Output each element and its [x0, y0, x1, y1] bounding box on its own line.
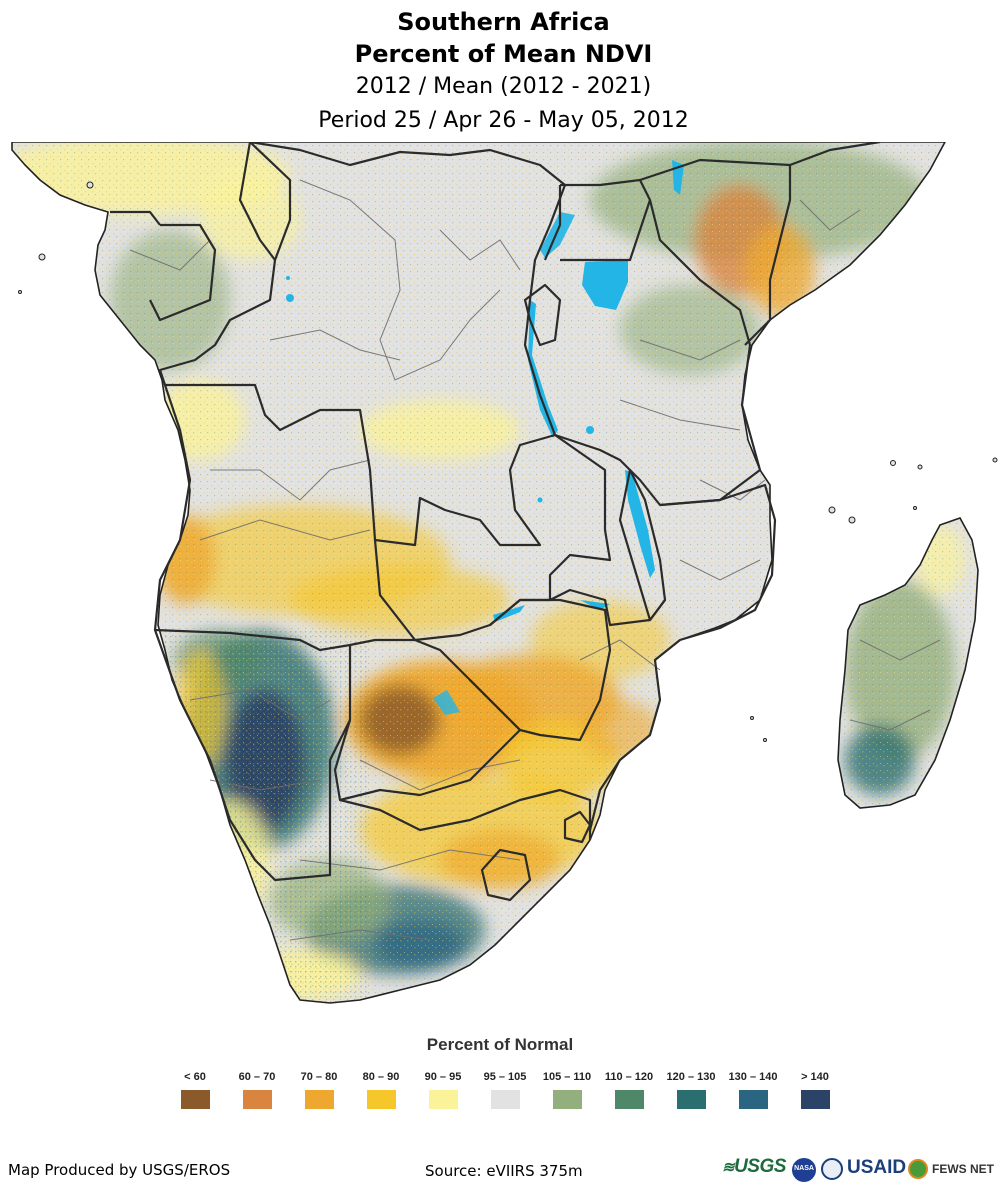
legend-swatch — [676, 1090, 706, 1109]
usgs-logo: ≋USGS — [722, 1156, 786, 1178]
fewsnet-globe-icon — [908, 1159, 928, 1179]
legend: < 60 60 – 70 70 – 80 80 – 90 90 – 95 95 … — [165, 1068, 845, 1118]
legend-swatch — [552, 1090, 582, 1109]
admin-boundaries — [129, 179, 941, 941]
legend-label: 90 – 95 — [424, 1071, 462, 1083]
legend-item: 130 – 140 — [723, 1068, 783, 1109]
legend-item: < 60 — [165, 1068, 225, 1109]
legend-label: 120 – 130 — [666, 1071, 716, 1083]
fewsnet-logo: FEWS NET — [932, 1162, 994, 1176]
legend-swatch — [428, 1090, 458, 1109]
map-subtitle-comparison: 2012 / Mean (2012 - 2021) — [355, 74, 652, 99]
legend-swatch — [738, 1090, 768, 1109]
legend-label: > 140 — [801, 1071, 829, 1083]
ndvi-map — [11, 142, 998, 1004]
legend-label: 80 – 90 — [362, 1071, 400, 1083]
legend-item: 80 – 90 — [351, 1068, 411, 1109]
legend-item: 120 – 130 — [661, 1068, 721, 1109]
usgs-logo-text: USGS — [734, 1156, 786, 1177]
usaid-logo: USAID — [847, 1157, 907, 1178]
legend-swatch — [242, 1090, 272, 1109]
legend-swatch — [366, 1090, 396, 1109]
source-text: Source: eVIIRS 375m — [425, 1162, 583, 1180]
legend-swatch — [180, 1090, 210, 1109]
islands — [18, 181, 998, 742]
legend-swatch — [490, 1090, 520, 1109]
land-surface — [12, 142, 978, 1003]
legend-title: Percent of Normal — [426, 1035, 574, 1054]
legend-swatch — [614, 1090, 644, 1109]
nasa-logo-text: NASA — [794, 1165, 814, 1172]
legend-label: 70 – 80 — [300, 1071, 338, 1083]
usgs-wave-icon: ≋ — [722, 1159, 735, 1176]
legend-swatch — [800, 1090, 830, 1109]
national-borders — [110, 142, 881, 902]
map-title-region: Southern Africa — [397, 8, 610, 36]
legend-item: 110 – 120 — [599, 1068, 659, 1109]
legend-label: 60 – 70 — [238, 1071, 276, 1083]
legend-item: 95 – 105 — [475, 1068, 535, 1109]
legend-swatch — [304, 1090, 334, 1109]
map-subtitle-period: Period 25 / Apr 26 - May 05, 2012 — [318, 108, 689, 133]
legend-label: 130 – 140 — [728, 1071, 778, 1083]
nasa-logo: NASA — [792, 1158, 816, 1182]
credit-text: Map Produced by USGS/EROS — [8, 1161, 231, 1179]
map-title-product: Percent of Mean NDVI — [354, 40, 653, 68]
legend-label: 95 – 105 — [483, 1071, 527, 1083]
map-titles: Southern Africa Percent of Mean NDVI 201… — [0, 6, 1007, 138]
legend-label: < 60 — [184, 1071, 206, 1083]
legend-item: > 140 — [785, 1068, 845, 1109]
madagascar-coastline — [837, 517, 979, 809]
partner-logos: ≋USGS NASA USAID FEWS NET — [722, 1156, 1002, 1186]
usaid-seal-icon — [821, 1158, 843, 1180]
legend-label: 105 – 110 — [542, 1071, 592, 1083]
legend-label: 110 – 120 — [604, 1071, 654, 1083]
legend-item: 70 – 80 — [289, 1068, 349, 1109]
legend-item: 105 – 110 — [537, 1068, 597, 1109]
legend-item: 60 – 70 — [227, 1068, 287, 1109]
legend-item: 90 – 95 — [413, 1068, 473, 1109]
